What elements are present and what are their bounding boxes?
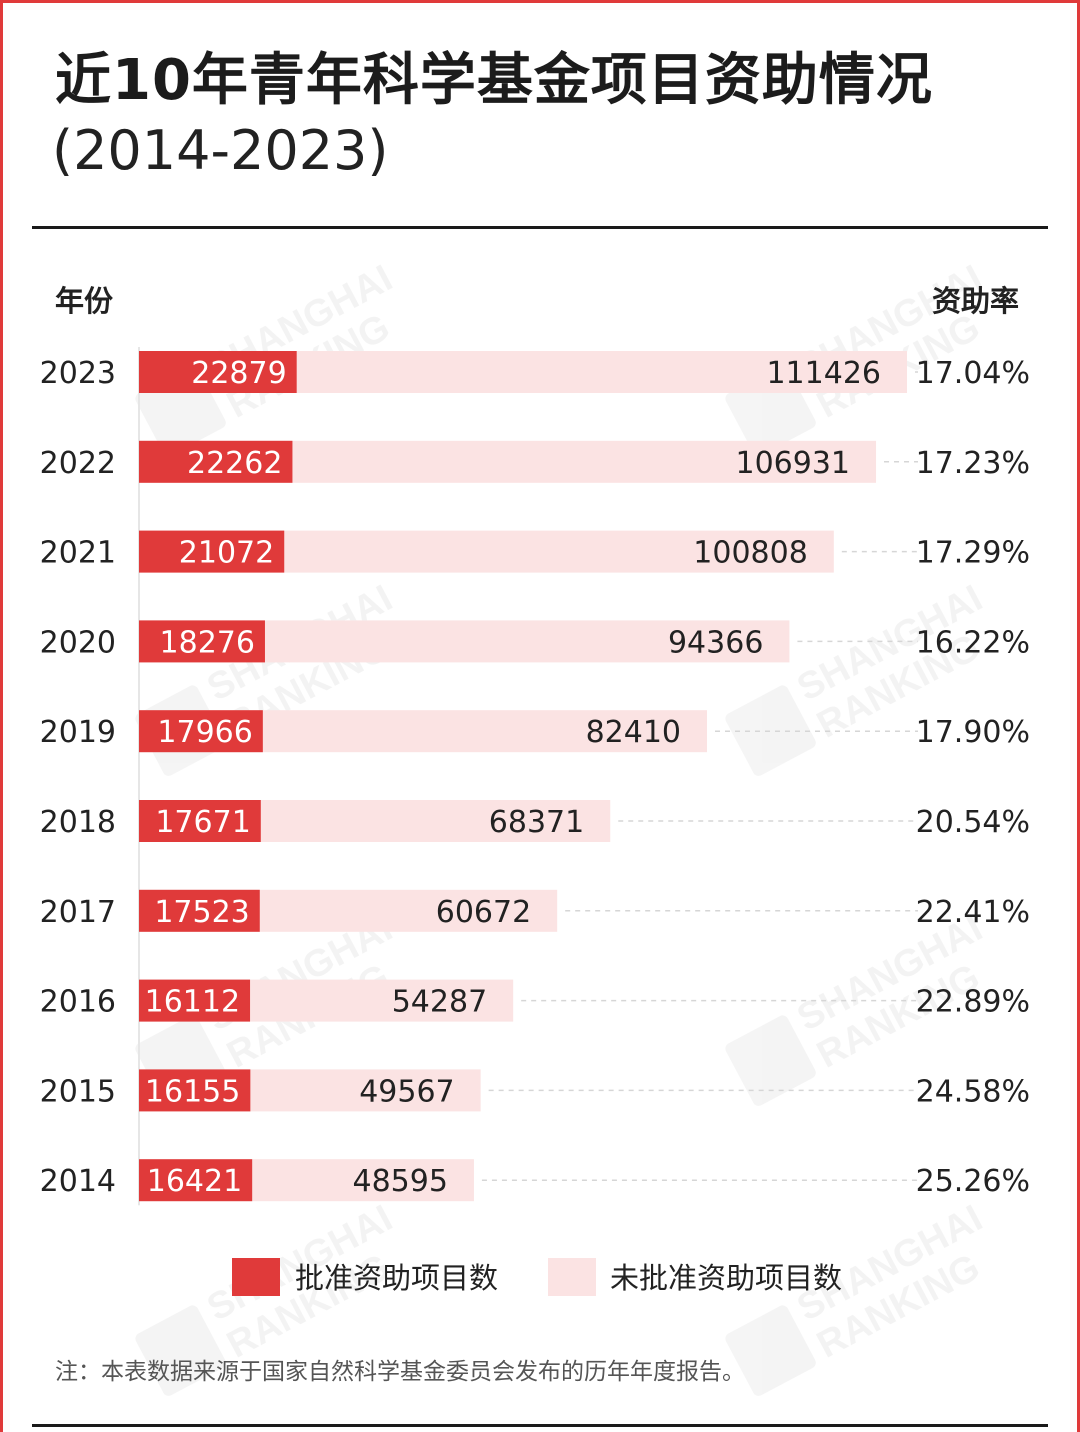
- year-column-header: 年份: [55, 284, 114, 318]
- data-label-rejected: 82410: [586, 715, 681, 750]
- data-label-approved: 16155: [145, 1074, 240, 1109]
- data-label-approved: 22879: [191, 356, 286, 391]
- rate-label: 22.89%: [916, 985, 1030, 1020]
- year-label: 2018: [40, 805, 116, 840]
- year-label: 2023: [40, 356, 116, 391]
- bar-approved: [139, 440, 293, 483]
- rate-label: 24.58%: [916, 1074, 1030, 1109]
- data-label-rejected: 100808: [693, 536, 808, 571]
- bar-approved: [139, 620, 265, 663]
- data-label-approved: 17966: [157, 715, 252, 750]
- year-label: 2016: [40, 985, 116, 1020]
- rate-label: 16.22%: [916, 625, 1030, 660]
- year-label: 2015: [40, 1074, 116, 1109]
- bottom-divider: [32, 1424, 1048, 1427]
- legend-swatch-approved: [232, 1258, 280, 1296]
- rate-label: 17.29%: [916, 536, 1030, 571]
- bar-approved: [139, 530, 285, 573]
- rate-label: 17.23%: [916, 446, 1030, 481]
- data-label-approved: 18276: [160, 625, 255, 660]
- legend-swatch-rejected: [548, 1258, 596, 1296]
- stacked-bar-chart: 2023 22879 111426 17.04% 2022 22262 106931 17.2…: [40, 347, 1030, 1206]
- data-label-rejected: 94366: [668, 625, 763, 660]
- year-label: 2020: [40, 625, 116, 660]
- year-label: 2014: [40, 1164, 116, 1199]
- rate-label: 22.41%: [916, 895, 1030, 930]
- legend-label-approved: 批准资助项目数: [295, 1261, 499, 1295]
- data-label-approved: 17671: [155, 805, 250, 840]
- rate-column-header: 资助率: [932, 284, 1020, 318]
- rate-label: 17.04%: [916, 356, 1030, 391]
- rate-label: 25.26%: [916, 1164, 1030, 1199]
- bar-approved: [139, 1159, 253, 1202]
- bar-approved: [139, 1069, 251, 1112]
- data-label-rejected: 48595: [353, 1164, 448, 1199]
- rate-label: 17.90%: [916, 715, 1030, 750]
- data-label-approved: 16112: [145, 985, 240, 1020]
- source-note: 注：本表数据来源于国家自然科学基金委员会发布的历年年度报告。: [55, 1359, 745, 1385]
- chart-title: 近10年青年科学基金项目资助情况: [55, 48, 933, 113]
- data-label-rejected: 60672: [436, 895, 531, 930]
- year-label: 2021: [40, 536, 116, 571]
- bar-approved: [139, 710, 263, 753]
- year-label: 2022: [40, 446, 116, 481]
- data-label-approved: 16421: [147, 1164, 242, 1199]
- bar-approved: [139, 979, 251, 1022]
- year-label: 2019: [40, 715, 116, 750]
- data-label-approved: 21072: [179, 536, 274, 571]
- chart-subtitle: (2014-2023): [52, 119, 389, 182]
- year-label: 2017: [40, 895, 116, 930]
- data-label-approved: 22262: [187, 446, 282, 481]
- legend-label-rejected: 未批准资助项目数: [610, 1261, 843, 1295]
- rate-label: 20.54%: [916, 805, 1030, 840]
- data-label-rejected: 54287: [392, 985, 487, 1020]
- bar-approved: [139, 800, 261, 842]
- bar-approved: [139, 889, 260, 932]
- data-label-rejected: 49567: [359, 1074, 454, 1109]
- data-label-rejected: 111426: [766, 356, 881, 391]
- legend: 批准资助项目数 未批准资助项目数: [0, 1258, 1080, 1298]
- data-label-rejected: 68371: [489, 805, 584, 840]
- data-label-approved: 17523: [154, 895, 249, 930]
- bar-approved: [139, 351, 297, 393]
- data-label-rejected: 106931: [735, 446, 850, 481]
- top-divider: [32, 226, 1048, 229]
